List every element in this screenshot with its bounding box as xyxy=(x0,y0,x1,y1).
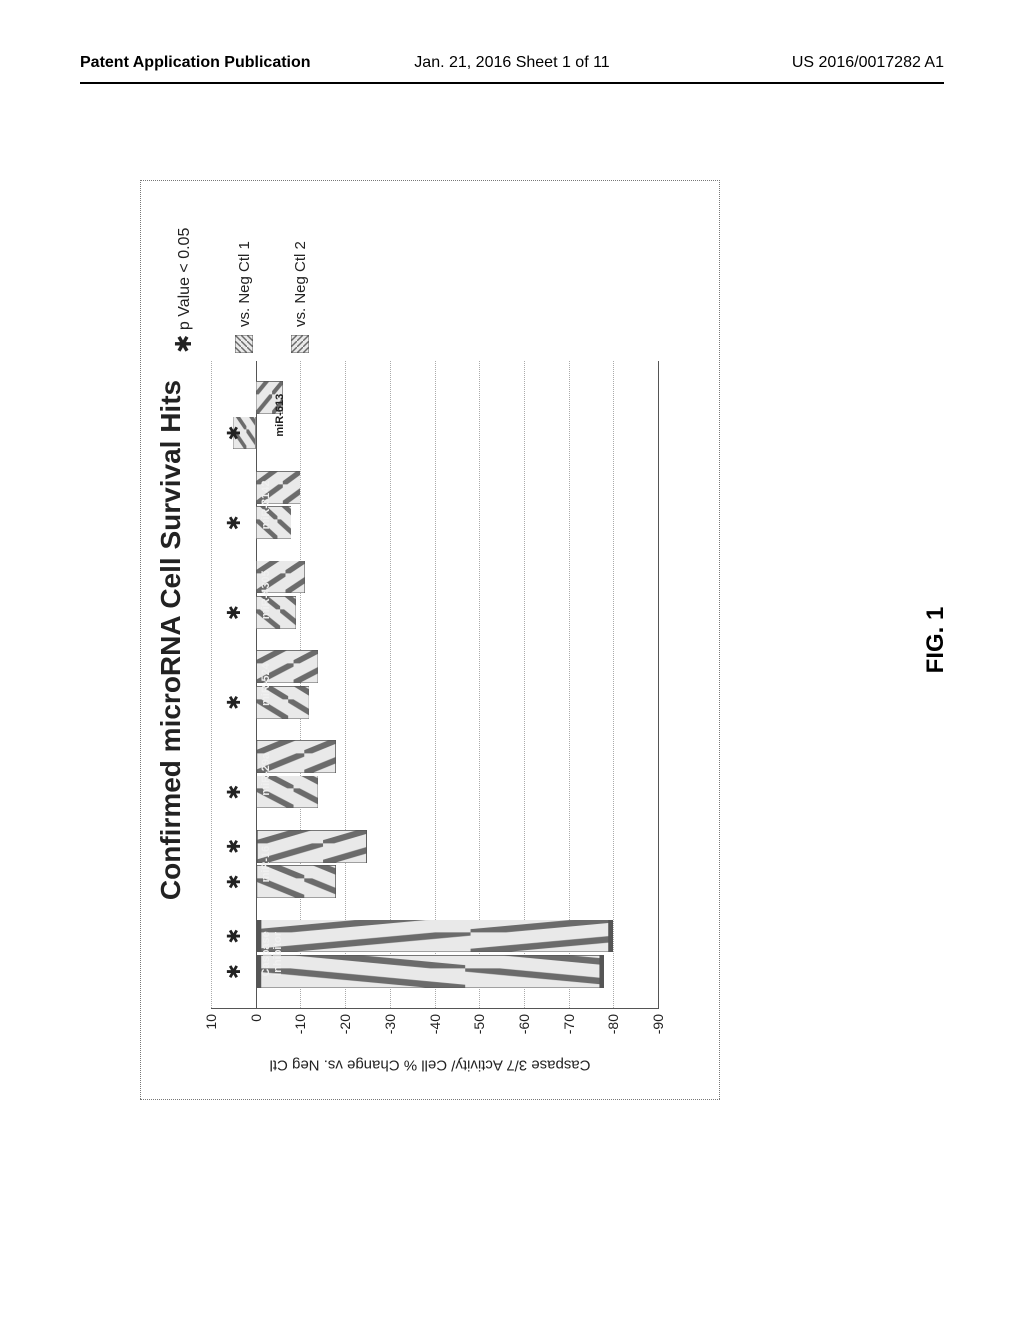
y-tick: 10 xyxy=(203,1014,219,1054)
header-rule xyxy=(80,82,944,84)
significance-marker: ✱ xyxy=(224,605,245,620)
y-tick: -10 xyxy=(292,1014,308,1054)
chart-frame: Confirmed microRNA Cell Survival Hits Ca… xyxy=(140,180,720,1100)
bar xyxy=(256,830,368,863)
significance-marker: ✱ xyxy=(224,515,245,530)
bar-category-label: miR-524 xyxy=(260,663,272,706)
figure-region: Confirmed microRNA Cell Survival Hits Ca… xyxy=(140,180,880,1100)
significance-marker: ✱ xyxy=(224,964,245,979)
y-tick: -60 xyxy=(516,1014,532,1054)
y-tick: -50 xyxy=(471,1014,487,1054)
legend-item-1: vs. Neg Ctl 1 xyxy=(235,193,253,353)
y-axis-label: Caspase 3/7 Activity/ Cell % Change vs. … xyxy=(270,1057,591,1074)
legend-swatch-1 xyxy=(235,335,253,353)
figure-caption: FIG. 1 xyxy=(922,180,950,1100)
bar-group: miR-613 ✱ xyxy=(211,380,658,451)
asterisk-icon: ✱ xyxy=(171,335,196,353)
bar-group: CaspaseInhibitor ✱ ✱ xyxy=(211,918,658,989)
bar xyxy=(256,955,605,988)
legend-significance-text: p Value < 0.05 xyxy=(176,228,193,330)
bar-group: miR-29a ✱ xyxy=(211,739,658,810)
bar xyxy=(256,920,614,953)
bar-category-label: CaspaseInhibitor xyxy=(260,931,284,976)
significance-marker: ✱ xyxy=(224,839,245,854)
bar-group: miR-16 ✱ ✱ xyxy=(211,828,658,899)
plot-area: 100-10-20-30-40-50-60-70-80-90 CaspaseIn… xyxy=(211,361,659,1009)
y-tick: 0 xyxy=(248,1014,264,1054)
y-tick: -70 xyxy=(561,1014,577,1054)
legend-item-2: vs. Neg Ctl 2 xyxy=(291,193,309,353)
bar-group: miR-524 ✱ xyxy=(211,649,658,720)
legend-significance: ✱ p Value < 0.05 xyxy=(171,193,197,353)
significance-marker: ✱ xyxy=(224,425,245,440)
bar-category-label: miR-3142 xyxy=(260,481,272,530)
y-tick: -80 xyxy=(605,1014,621,1054)
significance-marker: ✱ xyxy=(224,874,245,889)
header-left: Patent Application Publication xyxy=(80,54,311,72)
legend-label-1: vs. Neg Ctl 1 xyxy=(236,241,253,327)
significance-marker: ✱ xyxy=(224,929,245,944)
bar-group: miR-4305 ✱ xyxy=(211,559,658,630)
header-right: US 2016/0017282 A1 xyxy=(792,54,944,72)
bar-category-label: miR-4305 xyxy=(260,570,272,619)
y-tick: -20 xyxy=(337,1014,353,1054)
bar-category-label: miR-613 xyxy=(274,394,286,437)
page: Patent Application Publication Jan. 21, … xyxy=(0,0,1024,1320)
legend-label-2: vs. Neg Ctl 2 xyxy=(292,241,309,327)
bar-group: miR-3142 ✱ xyxy=(211,469,658,540)
legend-swatch-2 xyxy=(291,335,309,353)
y-tick: -40 xyxy=(427,1014,443,1054)
bar-category-label: miR-16 xyxy=(260,846,272,883)
plot-zone: 100-10-20-30-40-50-60-70-80-90 CaspaseIn… xyxy=(211,361,659,1009)
bar-category-label: miR-29a xyxy=(260,753,272,796)
significance-marker: ✱ xyxy=(224,785,245,800)
significance-marker: ✱ xyxy=(224,695,245,710)
y-tick: -30 xyxy=(382,1014,398,1054)
header-center: Jan. 21, 2016 Sheet 1 of 11 xyxy=(414,54,609,72)
chart-legend: ✱ p Value < 0.05 vs. Neg Ctl 1 vs. Neg C… xyxy=(171,193,309,353)
figure-rotated-container: Confirmed microRNA Cell Survival Hits Ca… xyxy=(140,180,880,1100)
page-header: Patent Application Publication Jan. 21, … xyxy=(0,48,1024,78)
y-tick: -90 xyxy=(650,1014,666,1054)
